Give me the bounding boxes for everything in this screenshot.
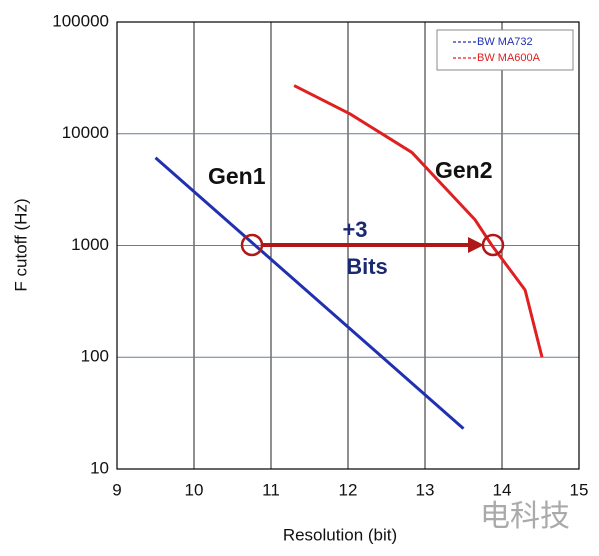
x-tick-label: 12 [339,480,358,499]
legend-label: BW MA600A [477,52,541,64]
arrow-head [468,237,484,253]
annotation: Bits [346,254,388,279]
watermark: 电科技 [480,500,570,533]
annotation: Gen1 [208,163,266,189]
y-tick-label: 10 [90,458,109,477]
x-tick-label: 10 [185,480,204,499]
annotation: +3 [342,217,367,242]
series-line [154,156,465,430]
x-tick-label: 15 [570,480,589,499]
series-line [293,84,544,358]
plot-frame [116,21,580,470]
x-tick-label: 9 [112,480,121,499]
y-tick-label: 1000 [71,235,109,254]
y-axis-label: F cutoff (Hz) [11,198,30,291]
y-tick-label: 10000 [62,123,109,142]
annotation: Gen2 [435,157,493,183]
legend-box [436,29,574,71]
x-tick-label: 14 [493,480,512,499]
x-axis-label: Resolution (bit) [283,525,397,544]
legend: BW MA732 BW MA600A [453,36,541,64]
x-tick-label: 13 [416,480,435,499]
x-tick-label: 11 [262,480,280,499]
y-tick-label: 100 [81,347,109,366]
y-tick-label: 100000 [52,11,109,30]
marks [154,84,544,430]
legend-label: BW MA732 [477,36,533,48]
